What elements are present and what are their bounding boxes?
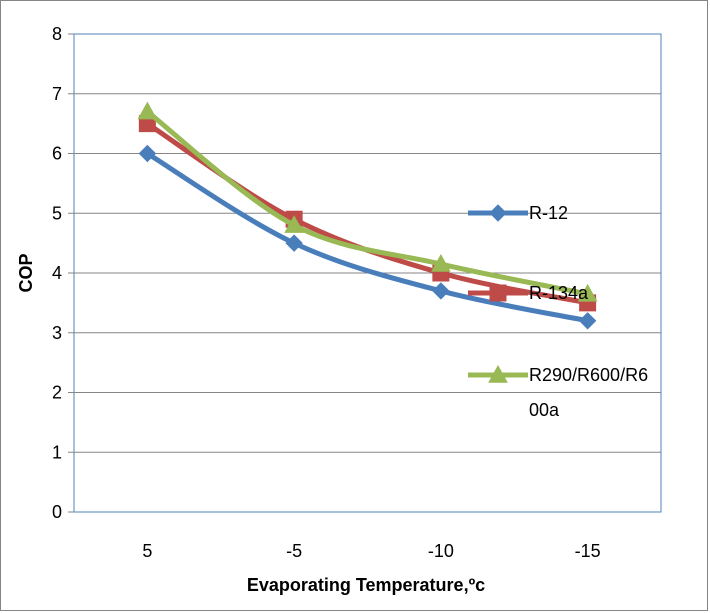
x-tick-label: -15 (575, 541, 601, 561)
y-tick-label: 4 (52, 263, 62, 283)
y-tick-label: 2 (52, 383, 62, 403)
data-point (432, 282, 450, 300)
data-point (284, 215, 304, 233)
x-tick-labels: 5 -5 -10 -15 (142, 541, 600, 561)
legend-label: R-12 (529, 203, 568, 223)
data-point (431, 254, 451, 272)
data-point (138, 144, 157, 163)
series-r-12 (138, 144, 597, 330)
series-line (144, 109, 591, 297)
x-tick-label: 5 (142, 541, 152, 561)
y-tick-label: 1 (52, 442, 62, 462)
series-line (144, 151, 591, 324)
data-point (578, 312, 597, 330)
legend-label: R290/R600/R6 (529, 365, 648, 385)
legend-marker (488, 364, 508, 383)
y-axis-title: COP (16, 253, 36, 292)
legend-label: 00a (529, 400, 560, 420)
y-tick-label: 8 (52, 24, 62, 44)
data-point (285, 234, 303, 252)
legend-marker (489, 204, 507, 222)
data-point (137, 101, 158, 120)
grid-lines (68, 33, 661, 513)
y-tick-label: 5 (52, 203, 62, 223)
y-tick-labels: 0 1 2 3 4 5 6 7 8 (52, 24, 62, 522)
legend-entry: R290/R600/R6 00a (468, 364, 648, 420)
x-axis-title: Evaporating Temperature,ºc (247, 575, 485, 595)
x-tick-label: -10 (428, 541, 454, 561)
series-layer (137, 101, 598, 330)
series-r290-r600-r600a (137, 101, 598, 302)
legend-marker (489, 284, 507, 302)
y-tick-label: 7 (52, 84, 62, 104)
legend: R-12 R-134a R290/R600/R6 00a (468, 203, 648, 420)
y-tick-label: 0 (52, 502, 62, 522)
x-tick-label: -5 (286, 541, 302, 561)
legend-label: R-134a (529, 283, 589, 303)
y-tick-label: 3 (52, 323, 62, 343)
legend-entry: R-12 (468, 203, 568, 223)
data-point (577, 283, 598, 302)
legend-entry: R-134a (468, 283, 589, 303)
y-tick-label: 6 (52, 144, 62, 164)
